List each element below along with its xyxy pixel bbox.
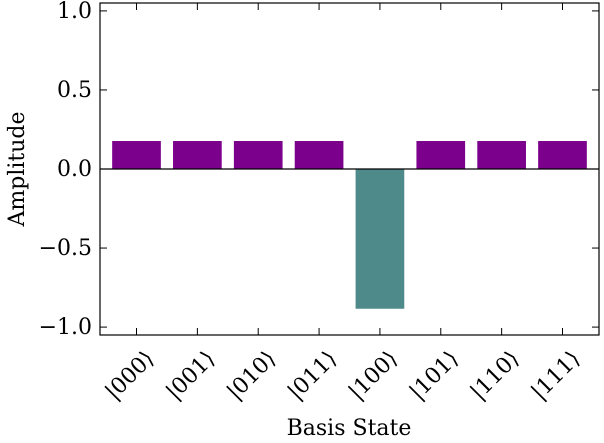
bar-1 — [173, 141, 222, 169]
y-tick-label: −1.0 — [39, 315, 92, 340]
y-tick-label: −0.5 — [39, 236, 92, 261]
x-axis-title: Basis State — [287, 416, 412, 441]
bar-4 — [355, 169, 405, 309]
x-tick-label: |110⟩ — [466, 346, 525, 405]
x-tick-label: |010⟩ — [223, 346, 282, 405]
x-tick-label: |101⟩ — [405, 346, 464, 405]
bar-3 — [294, 141, 344, 169]
x-tick-label: |111⟩ — [527, 346, 586, 405]
bar-7 — [538, 141, 587, 169]
x-tick-label: |100⟩ — [344, 346, 403, 405]
bar-5 — [416, 141, 466, 169]
y-ticks-group: −1.0 −0.5 0.0 0.5 1.0 — [39, 0, 599, 340]
x-tick-label: |001⟩ — [162, 346, 221, 405]
bars-group — [112, 141, 587, 309]
y-axis-title: Amplitude — [5, 111, 30, 227]
bar-0 — [112, 141, 161, 169]
x-tick-label: |000⟩ — [101, 346, 160, 405]
y-tick-label: 0.5 — [57, 78, 92, 103]
bar-6 — [477, 141, 526, 169]
y-tick-label: 0.0 — [57, 157, 92, 182]
x-tick-label: |011⟩ — [283, 346, 342, 405]
y-tick-label: 1.0 — [57, 0, 92, 24]
bar-2 — [233, 141, 283, 169]
